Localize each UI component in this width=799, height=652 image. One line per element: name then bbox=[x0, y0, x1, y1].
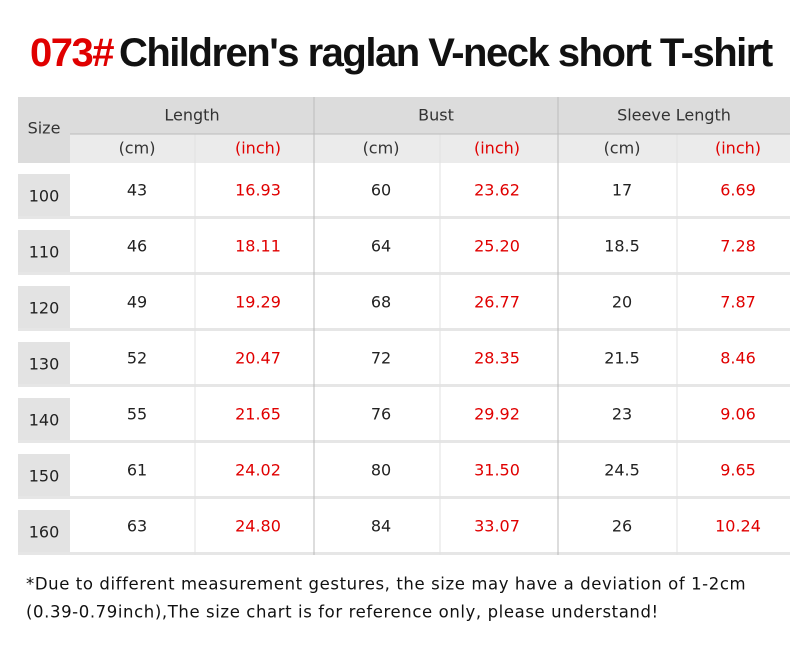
measurement: 46 bbox=[127, 237, 147, 256]
unit-header: (inch) bbox=[474, 139, 520, 158]
group-header: Length bbox=[164, 106, 219, 125]
measurement: 21.5 bbox=[604, 349, 640, 368]
measurement: 60 bbox=[371, 181, 391, 200]
size-value: 150 bbox=[29, 467, 60, 486]
size-cell-bg bbox=[18, 510, 70, 552]
measurement: 23 bbox=[612, 405, 632, 424]
group-header: Bust bbox=[418, 106, 454, 125]
unit-header: (cm) bbox=[119, 139, 156, 158]
size-cell-bg bbox=[18, 342, 70, 384]
footnote-line: *Due to different measurement gestures, … bbox=[26, 575, 746, 594]
row-separator bbox=[18, 216, 790, 219]
size-cell-bg bbox=[18, 174, 70, 216]
measurement: 10.24 bbox=[715, 517, 761, 536]
measurement: 55 bbox=[127, 405, 147, 424]
measurement: 84 bbox=[371, 517, 391, 536]
measurement: 80 bbox=[371, 461, 391, 480]
group-header: Sleeve Length bbox=[617, 106, 731, 125]
measurement: 19.29 bbox=[235, 293, 281, 312]
measurement: 24.5 bbox=[604, 461, 640, 480]
row-separator bbox=[18, 328, 790, 331]
measurement: 6.69 bbox=[720, 181, 756, 200]
row-separator bbox=[18, 384, 790, 387]
title: 073# Children's raglan V-neck short T-shi… bbox=[30, 31, 773, 75]
unit-header: (inch) bbox=[235, 139, 281, 158]
row-separator bbox=[18, 440, 790, 443]
measurement: 33.07 bbox=[474, 517, 520, 536]
size-value: 120 bbox=[29, 299, 60, 318]
measurement: 20.47 bbox=[235, 349, 281, 368]
product-code: 073# bbox=[30, 31, 114, 75]
unit-header: (inch) bbox=[715, 139, 761, 158]
measurement: 29.92 bbox=[474, 405, 520, 424]
measurement: 8.46 bbox=[720, 349, 756, 368]
row-separator bbox=[18, 496, 790, 499]
measurement: 64 bbox=[371, 237, 391, 256]
measurement: 26 bbox=[612, 517, 632, 536]
measurement: 18.11 bbox=[235, 237, 281, 256]
size-value: 160 bbox=[29, 523, 60, 542]
unit-header-bg bbox=[18, 134, 790, 163]
measurement: 28.35 bbox=[474, 349, 520, 368]
measurement: 43 bbox=[127, 181, 147, 200]
measurement: 24.80 bbox=[235, 517, 281, 536]
measurement: 9.06 bbox=[720, 405, 756, 424]
unit-header: (cm) bbox=[363, 139, 400, 158]
size-cell-bg bbox=[18, 286, 70, 328]
size-value: 130 bbox=[29, 355, 60, 374]
measurement: 21.65 bbox=[235, 405, 281, 424]
measurement: 49 bbox=[127, 293, 147, 312]
measurement: 23.62 bbox=[474, 181, 520, 200]
measurement: 61 bbox=[127, 461, 147, 480]
unit-header: (cm) bbox=[604, 139, 641, 158]
measurement: 24.02 bbox=[235, 461, 281, 480]
measurement: 72 bbox=[371, 349, 391, 368]
measurement: 68 bbox=[371, 293, 391, 312]
size-value: 110 bbox=[29, 243, 60, 262]
measurement: 17 bbox=[612, 181, 632, 200]
size-value: 140 bbox=[29, 411, 60, 430]
measurement: 16.93 bbox=[235, 181, 281, 200]
measurement: 76 bbox=[371, 405, 391, 424]
group-header-bg bbox=[18, 97, 790, 134]
measurement: 9.65 bbox=[720, 461, 756, 480]
size-header: Size bbox=[28, 119, 61, 138]
footnote-line: (0.39-0.79inch),The size chart is for re… bbox=[26, 603, 659, 622]
size-cell-bg bbox=[18, 230, 70, 272]
measurement: 31.50 bbox=[474, 461, 520, 480]
size-cell-bg bbox=[18, 454, 70, 496]
row-separator bbox=[18, 552, 790, 555]
measurement: 18.5 bbox=[604, 237, 640, 256]
product-title: Children's raglan V-neck short T-shirt bbox=[119, 31, 773, 75]
measurement: 25.20 bbox=[474, 237, 520, 256]
measurement: 26.77 bbox=[474, 293, 520, 312]
size-value: 100 bbox=[29, 187, 60, 206]
measurement: 7.28 bbox=[720, 237, 756, 256]
size-header-bg bbox=[18, 97, 70, 163]
row-separator bbox=[18, 272, 790, 275]
size-cell-bg bbox=[18, 398, 70, 440]
measurement: 20 bbox=[612, 293, 632, 312]
measurement: 52 bbox=[127, 349, 147, 368]
measurement: 63 bbox=[127, 517, 147, 536]
measurement: 7.87 bbox=[720, 293, 756, 312]
